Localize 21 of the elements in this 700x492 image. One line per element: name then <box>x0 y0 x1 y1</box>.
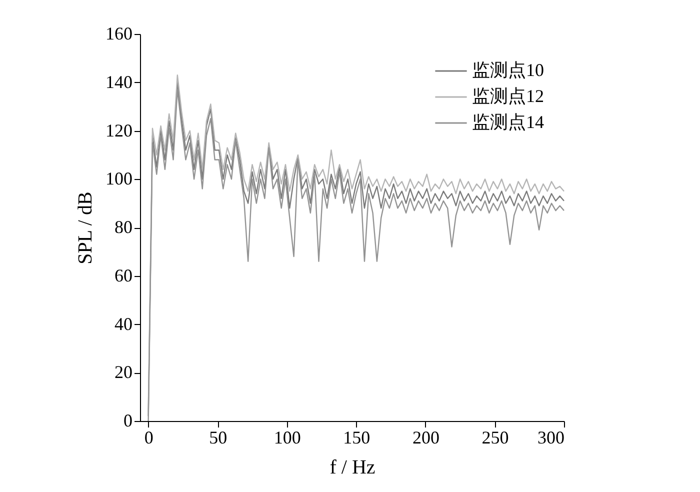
y-tick-label: 120 <box>106 120 132 140</box>
x-tick-label: 50 <box>209 428 228 448</box>
y-tick-label: 160 <box>106 24 132 44</box>
legend-label: 监测点12 <box>472 86 544 106</box>
x-axis-title: f / Hz <box>330 456 376 478</box>
y-tick-label: 60 <box>114 265 132 286</box>
x-tick-label: 300 <box>538 428 564 448</box>
y-tick-label: 100 <box>106 168 132 189</box>
y-tick-label: 0 <box>124 410 132 430</box>
x-tick-label: 100 <box>274 428 301 448</box>
x-tick-label: 150 <box>343 428 370 448</box>
x-tick-label: 200 <box>412 428 440 448</box>
x-tick-label: 0 <box>144 428 154 448</box>
y-axis-title: SPL / dB <box>74 192 96 264</box>
legend-label: 监测点14 <box>472 112 544 132</box>
y-tick-label: 20 <box>114 362 132 382</box>
legend-label: 监测点10 <box>472 60 544 80</box>
x-tick-label: 250 <box>482 428 509 448</box>
y-tick-label: 140 <box>106 72 132 92</box>
y-tick-label: 80 <box>114 217 132 237</box>
y-tick-label: 40 <box>114 314 132 334</box>
